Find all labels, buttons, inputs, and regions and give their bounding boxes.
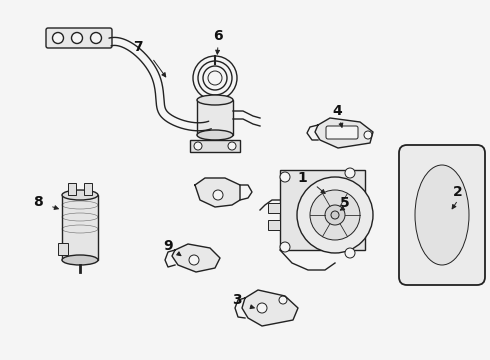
Circle shape: [91, 32, 101, 44]
Text: 4: 4: [332, 104, 342, 118]
Text: 5: 5: [340, 196, 350, 210]
Text: 3: 3: [232, 293, 242, 307]
Circle shape: [194, 142, 202, 150]
Bar: [68, 183, 76, 195]
Ellipse shape: [62, 255, 98, 265]
Bar: [268, 220, 280, 230]
Circle shape: [280, 242, 290, 252]
Circle shape: [297, 177, 373, 253]
Bar: [197, 100, 233, 135]
Polygon shape: [195, 178, 240, 207]
Bar: [190, 140, 240, 152]
Text: 6: 6: [213, 29, 223, 43]
Text: 8: 8: [33, 195, 43, 209]
Circle shape: [72, 32, 82, 44]
Circle shape: [364, 131, 372, 139]
Bar: [62, 195, 98, 260]
Circle shape: [257, 303, 267, 313]
Text: 1: 1: [297, 171, 307, 185]
Circle shape: [213, 190, 223, 200]
FancyBboxPatch shape: [326, 126, 358, 139]
Circle shape: [310, 190, 360, 240]
Polygon shape: [242, 290, 298, 326]
Polygon shape: [315, 118, 373, 148]
Polygon shape: [172, 244, 220, 272]
Ellipse shape: [197, 95, 233, 105]
Circle shape: [325, 205, 345, 225]
Ellipse shape: [415, 165, 469, 265]
Bar: [84, 183, 92, 195]
Circle shape: [279, 296, 287, 304]
Circle shape: [331, 211, 339, 219]
Circle shape: [345, 168, 355, 178]
Bar: [280, 170, 365, 250]
Ellipse shape: [197, 130, 233, 140]
Bar: [268, 203, 280, 213]
Text: 2: 2: [453, 185, 463, 199]
Bar: [58, 243, 68, 255]
Circle shape: [345, 248, 355, 258]
Circle shape: [228, 142, 236, 150]
FancyBboxPatch shape: [399, 145, 485, 285]
Circle shape: [280, 172, 290, 182]
Ellipse shape: [62, 190, 98, 200]
Text: 7: 7: [133, 40, 143, 54]
Circle shape: [52, 32, 64, 44]
FancyBboxPatch shape: [46, 28, 112, 48]
Circle shape: [189, 255, 199, 265]
Text: 9: 9: [163, 239, 173, 253]
